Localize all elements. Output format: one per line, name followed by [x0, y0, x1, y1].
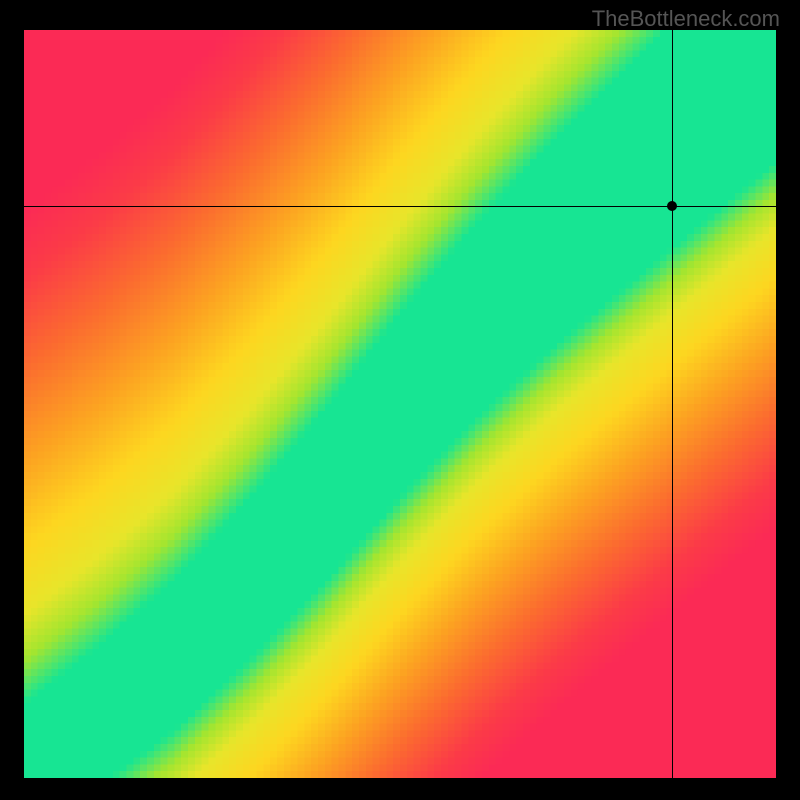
crosshair-horizontal [24, 206, 776, 207]
crosshair-vertical [672, 30, 673, 778]
heatmap-canvas [24, 30, 776, 778]
heatmap-plot [24, 30, 776, 778]
watermark-text: TheBottleneck.com [592, 6, 780, 32]
intersection-marker [667, 201, 677, 211]
